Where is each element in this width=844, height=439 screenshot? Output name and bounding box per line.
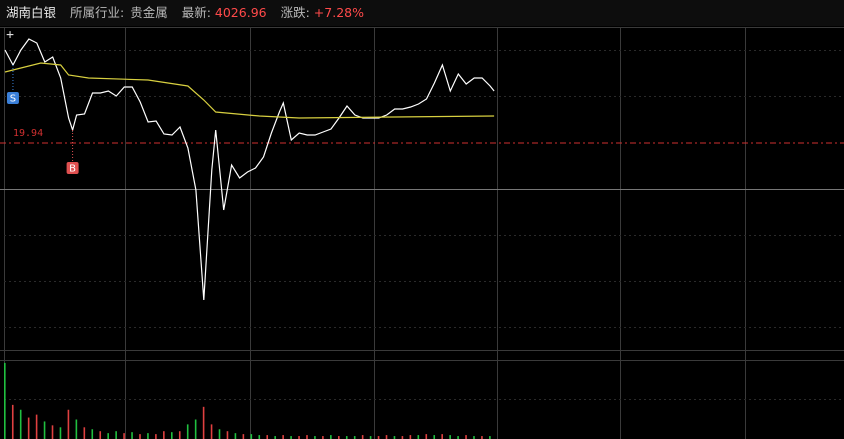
signal-box <box>66 162 79 174</box>
volume-bar <box>67 409 70 439</box>
volume-bar <box>298 436 300 439</box>
volume-bar <box>75 419 78 439</box>
header: 湖南白银 所属行业: 贵金属 最新: 4026.96 涨跌: +7.28% <box>0 0 844 26</box>
signal-label: B <box>69 164 76 175</box>
volume-bar <box>163 431 165 439</box>
latest-label: 最新: <box>181 5 211 20</box>
volume-bar <box>83 427 86 439</box>
volume-bar <box>473 436 475 439</box>
ref-label: 19.94 <box>13 128 43 139</box>
volume-bar <box>409 435 412 439</box>
h-grid <box>4 50 844 400</box>
volume-bar <box>290 436 292 439</box>
volume-bar <box>51 425 54 439</box>
volume-bar <box>385 435 388 439</box>
volume-bar <box>4 362 6 439</box>
volume-bar <box>218 429 221 439</box>
price-line <box>4 62 495 119</box>
frame <box>0 27 844 439</box>
volume-bar <box>43 421 46 439</box>
latest: 4026.96 <box>214 5 267 20</box>
signal-label: S <box>10 94 16 105</box>
volume-bar <box>377 436 380 439</box>
volume-bar <box>322 436 324 439</box>
volume-bar <box>306 435 308 439</box>
volume-bar <box>27 417 30 439</box>
price-line <box>4 38 495 301</box>
volume-bar <box>314 436 316 439</box>
volume-bar <box>11 404 14 439</box>
volume-bar <box>465 435 467 439</box>
volume-bar <box>147 433 149 439</box>
volume-bar <box>210 424 213 439</box>
volume-bar <box>345 436 348 439</box>
volume-bar <box>250 434 253 439</box>
volume-bar <box>338 436 340 439</box>
volume-bar <box>139 434 141 439</box>
volume-bar <box>441 434 443 439</box>
volume-bar <box>369 436 372 439</box>
volume-bar <box>266 435 269 439</box>
volume-bar <box>59 427 62 439</box>
volume-bar <box>353 436 356 439</box>
volume-bar <box>226 431 229 439</box>
volume-bar <box>107 433 109 439</box>
change-label: 涨跌: <box>280 5 310 20</box>
volume-bar <box>361 435 364 439</box>
volume-bar <box>457 436 459 439</box>
volume-bar <box>282 435 284 439</box>
volume-bar <box>449 435 451 439</box>
volume-bar <box>202 406 205 439</box>
volume-bar <box>194 419 197 439</box>
volume-bar <box>115 431 117 439</box>
volume-bar <box>433 435 436 439</box>
volume-bar <box>35 414 38 439</box>
volume-bar <box>99 431 102 439</box>
volume-bar <box>258 435 261 439</box>
volume-bar <box>186 424 189 439</box>
volume-bar <box>178 431 181 439</box>
volume-bar <box>242 434 245 439</box>
volume-bar <box>274 436 276 439</box>
volume-bar <box>425 434 428 439</box>
volume-bar <box>131 432 133 439</box>
change: +7.28% <box>313 5 364 20</box>
stock-name: 湖南白银 <box>6 5 57 20</box>
volume-bar <box>19 409 22 439</box>
volume-bar <box>393 436 396 439</box>
industry-label: 所属行业: <box>70 5 125 20</box>
volume-bar <box>417 435 420 439</box>
volume-bar <box>401 436 404 439</box>
industry: 贵金属 <box>130 5 168 20</box>
volume-bar <box>234 433 237 439</box>
volume-bar <box>481 436 483 439</box>
volume-bar <box>155 434 157 439</box>
volume-bar <box>171 432 173 439</box>
volume-bar <box>489 436 491 439</box>
volume-bar <box>123 433 125 439</box>
volume-bar <box>330 435 332 439</box>
crosshair-icon: + <box>6 28 14 43</box>
volume-bar <box>91 429 94 439</box>
signal-box <box>6 92 19 104</box>
